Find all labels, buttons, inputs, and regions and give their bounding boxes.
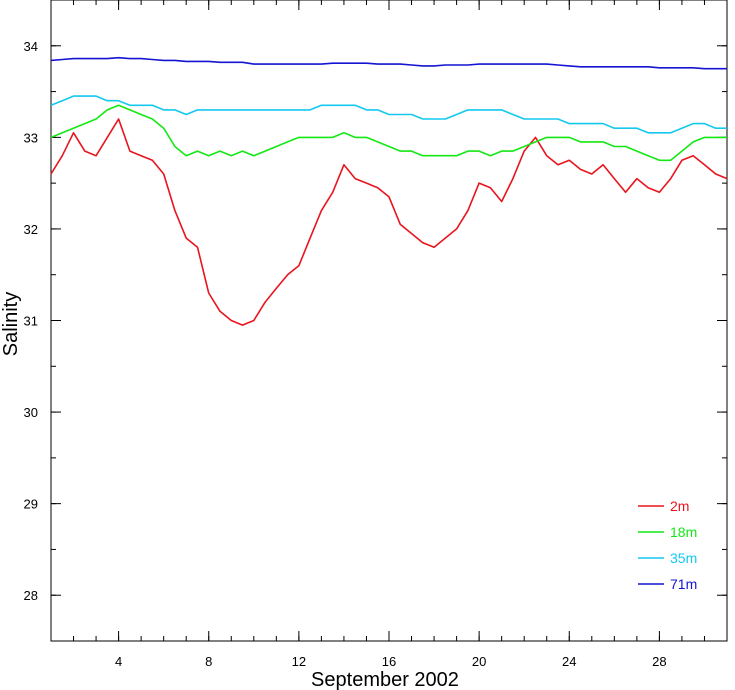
legend-label-35m: 35m (670, 550, 697, 566)
minor-ticks (50, 0, 728, 642)
y-tick-label: 29 (24, 497, 38, 512)
series-line-35m (50, 95, 727, 134)
y-tick-label: 34 (24, 39, 38, 54)
x-tick-label: 24 (562, 654, 576, 669)
x-tick-label: 20 (472, 654, 486, 669)
y-tick-label: 28 (24, 588, 38, 603)
series-line-2m (50, 118, 728, 326)
x-axis-title: September 2002 (311, 669, 459, 690)
x-tick-label: 8 (205, 654, 212, 669)
legend-label-18m: 18m (670, 524, 697, 540)
legend-label-2m: 2m (670, 498, 689, 514)
y-tick-label: 30 (24, 405, 38, 420)
legend-label-71m: 71m (670, 576, 697, 592)
plot-frame (50, 0, 728, 642)
x-tick-label: 12 (292, 654, 306, 669)
x-tick-label: 16 (382, 654, 396, 669)
y-axis: 28 29 30 31 32 33 34 (24, 39, 727, 603)
y-tick-label: 32 (24, 222, 38, 237)
legend: 2m 18m 35m 71m (638, 498, 697, 592)
x-tick-label: 4 (115, 654, 122, 669)
y-tick-label: 33 (24, 130, 38, 145)
series-line-71m (50, 56, 727, 70)
series-line-18m (50, 104, 727, 162)
x-axis: 4 8 12 16 20 24 28 (115, 0, 667, 669)
y-axis-title: Salinity (0, 292, 22, 356)
y-tick-label: 31 (24, 314, 38, 329)
x-tick-label: 28 (652, 654, 666, 669)
series-lines (50, 56, 728, 326)
